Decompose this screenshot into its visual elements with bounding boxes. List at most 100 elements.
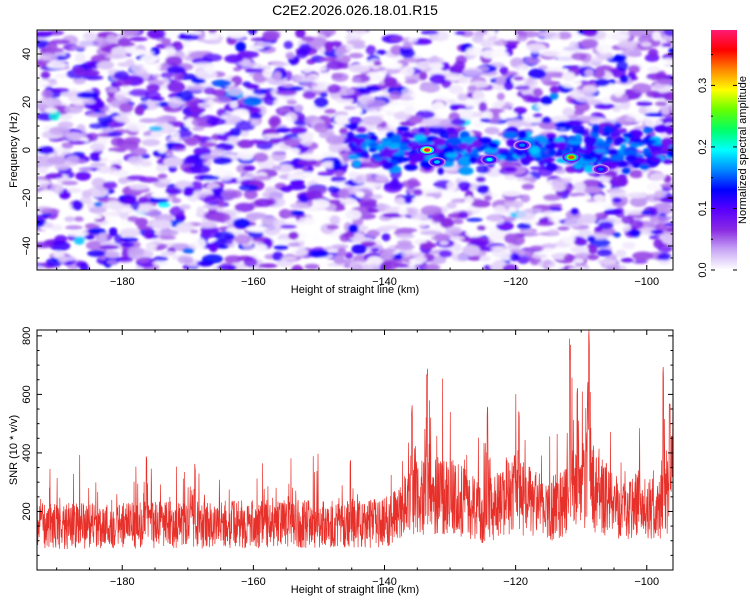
spectrogram-band-cell — [593, 148, 605, 153]
spectrogram-cell — [67, 187, 82, 193]
spectrogram-cell — [196, 206, 205, 217]
snr-xtick-label: −180 — [110, 576, 135, 588]
spectrogram-cell — [525, 43, 547, 53]
spectrogram-cell — [439, 240, 449, 246]
spectrogram-band-cell — [503, 166, 517, 173]
spectrogram-cell — [543, 194, 562, 201]
spectrogram-cell — [198, 141, 218, 148]
spectrogram-cell — [348, 224, 359, 234]
spectrogram-cell — [518, 30, 539, 38]
spectrogram-cell — [408, 115, 423, 124]
spectrogram-cell — [112, 169, 129, 177]
spectrogram-cell — [73, 66, 87, 76]
spectrogram-cell — [150, 130, 163, 138]
spectrogram-cell — [535, 221, 555, 226]
spectrogram-cell — [557, 31, 572, 40]
spectrogram-cell — [138, 196, 150, 204]
spectrogram-cell — [401, 65, 415, 77]
spectrogram-cell — [570, 246, 589, 253]
spectrogram-cell — [215, 166, 227, 177]
spectrogram-cell — [90, 188, 100, 198]
spectrogram-cell — [177, 255, 190, 264]
snr-series-line — [37, 330, 673, 549]
spectrogram-cell — [270, 62, 290, 67]
spectrogram-cell — [663, 91, 673, 102]
spectrogram-cell — [298, 43, 312, 55]
spectrogram-cell — [573, 196, 591, 201]
spectrogram-hotspot — [591, 164, 610, 175]
spectrogram-ytick-label: 40 — [21, 48, 33, 60]
spectrogram-cell — [348, 116, 363, 125]
spectrogram-cell — [451, 118, 466, 126]
spectrogram-cell — [100, 157, 109, 164]
spectrogram-cell — [390, 36, 404, 41]
spectrogram-cell — [281, 256, 297, 261]
spectrogram-cell — [43, 125, 52, 131]
spectrogram-cell — [139, 118, 158, 123]
spectrogram-cell — [453, 60, 466, 72]
spectrogram-cell — [629, 219, 644, 229]
spectrogram-band-cell — [393, 156, 405, 161]
spectrogram-cell — [334, 114, 351, 125]
spectrogram-cell — [298, 217, 316, 226]
spectrogram-cell — [227, 86, 243, 96]
spectrogram-cell — [301, 171, 316, 178]
spectrogram-cell — [571, 52, 587, 61]
spectrogram-cell — [534, 212, 545, 219]
spectrogram-cell — [70, 45, 87, 50]
spectrogram-cell — [334, 170, 345, 177]
spectrogram-cell — [560, 78, 582, 89]
spectrogram-cell — [321, 161, 336, 168]
spectrogram-xtick-label: −140 — [372, 276, 397, 288]
spectrogram-cell — [47, 156, 67, 165]
spectrogram-cell — [127, 156, 144, 166]
spectrogram-cell — [317, 171, 335, 177]
spectrogram-cell — [79, 262, 90, 270]
spectrogram-cell — [238, 184, 259, 192]
spectrogram-cell — [302, 90, 316, 99]
spectrogram-cell — [89, 206, 107, 214]
spectrogram-cell — [97, 114, 113, 125]
spectrogram-cell — [596, 51, 614, 61]
snr-xtick-label: −140 — [372, 576, 397, 588]
spectrogram-cell — [206, 63, 214, 75]
spectrogram-cell — [331, 244, 349, 250]
spectrogram-cell — [150, 219, 172, 230]
spectrogram-cell — [262, 133, 283, 139]
spectrogram-cell — [276, 164, 294, 173]
colorbar-label: Normalized spectral amplitude — [737, 76, 749, 224]
spectrogram-cell — [214, 231, 235, 242]
spectrogram-cell — [420, 196, 436, 202]
spectrogram-band-cell — [449, 137, 462, 146]
spectrogram-cell — [41, 89, 53, 99]
spectrogram-cell — [357, 86, 367, 93]
spectrogram-cell — [191, 78, 206, 84]
spectrogram-cell — [582, 85, 597, 94]
spectrogram-cell — [37, 103, 49, 109]
spectrogram-cell — [273, 244, 289, 250]
spectrogram-cell — [569, 88, 585, 99]
spectrogram-band-cell — [384, 140, 393, 147]
spectrogram-cell — [573, 258, 584, 264]
spectrogram-cell — [264, 186, 277, 193]
snr-ytick-label: 400 — [21, 444, 33, 462]
spectrogram-cell — [613, 87, 624, 98]
spectrogram-band-cell — [643, 147, 651, 154]
spectrogram-cell — [66, 230, 89, 237]
spectrogram-cell — [148, 197, 169, 204]
spectrogram-band-cell — [356, 126, 367, 133]
spectrogram-cell — [93, 36, 108, 48]
spectrogram-cell — [110, 202, 124, 211]
spectrogram-cell — [311, 250, 329, 258]
spectrogram-band-cell — [662, 158, 673, 164]
spectrogram-cell — [121, 242, 135, 248]
spectrogram-cell — [262, 30, 281, 41]
spectrogram-cell — [330, 176, 347, 183]
spectrogram-cell — [582, 186, 603, 194]
spectrogram-cell — [449, 104, 460, 111]
spectrogram-cell — [319, 57, 337, 62]
spectrogram-cell — [429, 73, 447, 85]
spectrogram-cell — [284, 139, 301, 147]
spectrogram-cell — [146, 84, 161, 92]
spectrogram-cell — [73, 235, 85, 245]
